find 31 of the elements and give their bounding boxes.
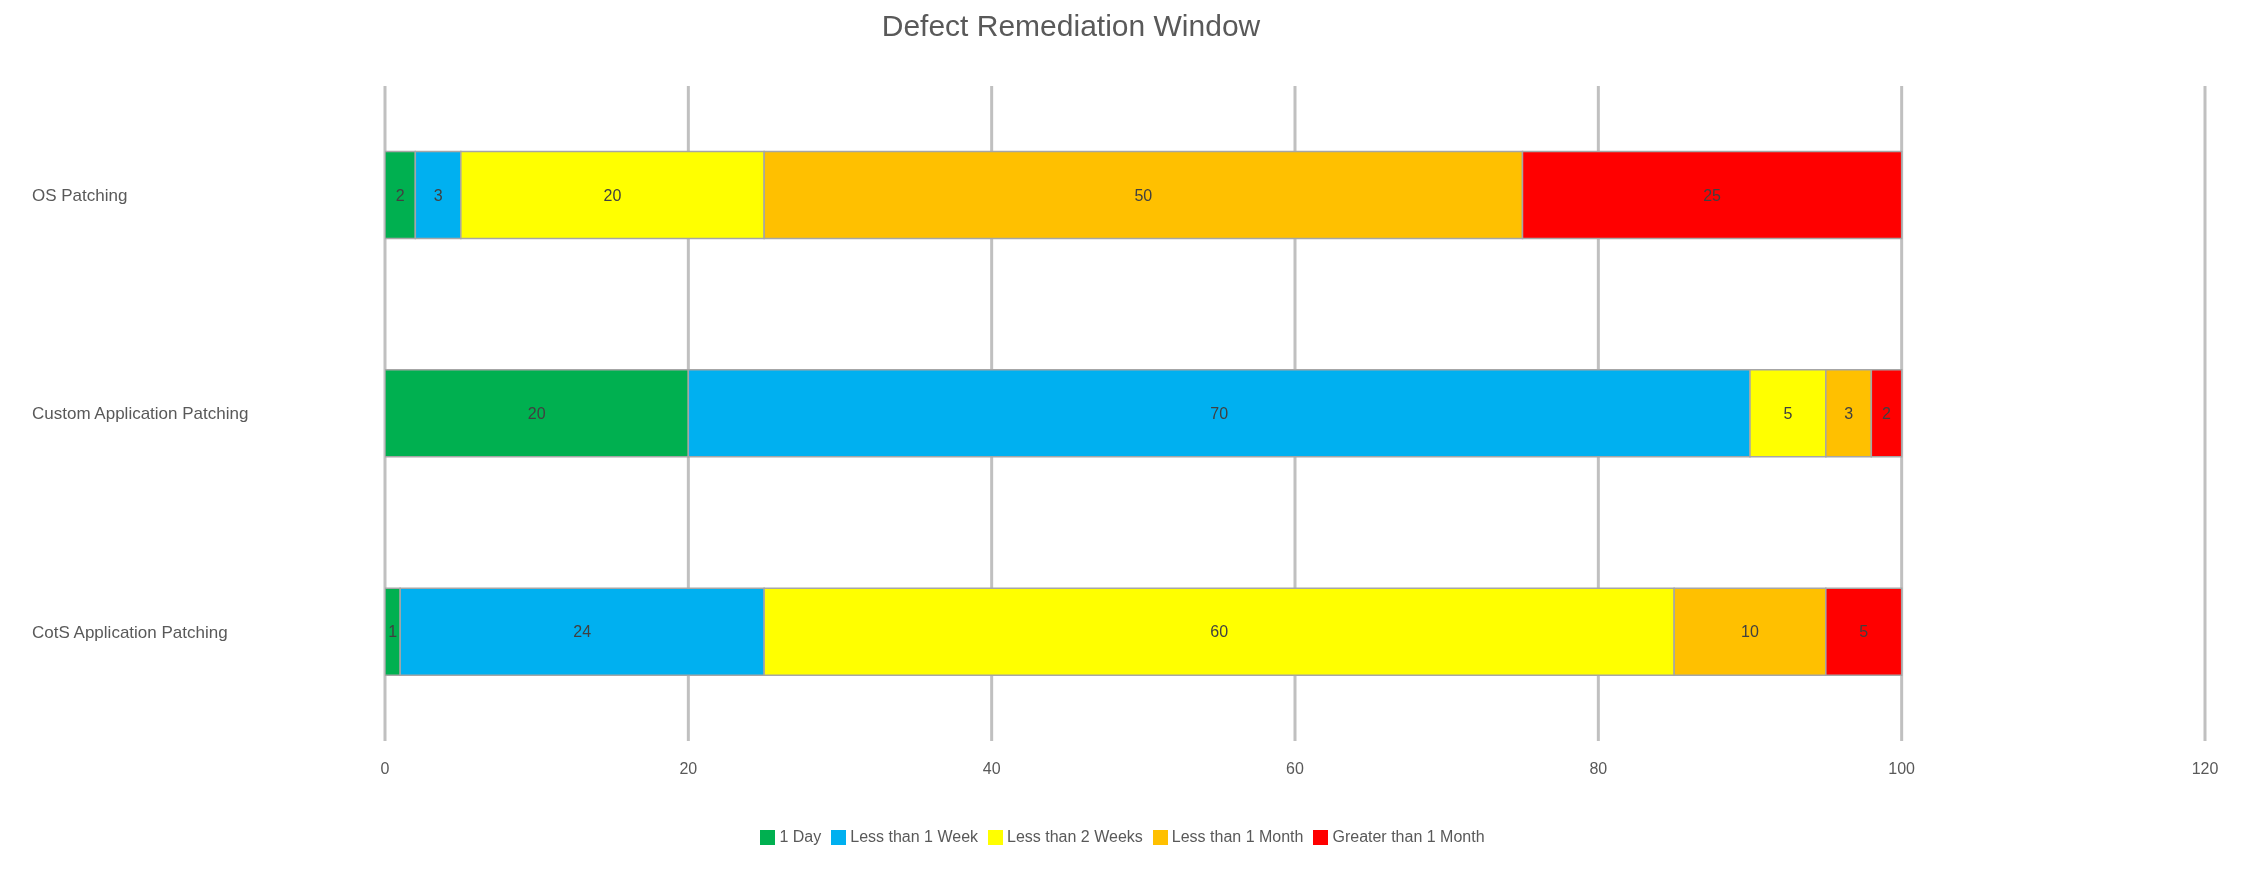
x-tick-label: 100 bbox=[1888, 760, 1916, 778]
x-tick-label: 80 bbox=[1589, 760, 1608, 778]
data-label: 5 bbox=[1859, 623, 1869, 641]
x-tick-label: 20 bbox=[679, 760, 698, 778]
x-tick-label: 0 bbox=[380, 760, 390, 778]
x-tick-label: 40 bbox=[982, 760, 1001, 778]
x-tick-label: 120 bbox=[2191, 760, 2219, 778]
data-label: 1 bbox=[388, 623, 398, 641]
data-label: 60 bbox=[1210, 623, 1229, 641]
data-label: 2 bbox=[1882, 405, 1892, 423]
data-label: 10 bbox=[1741, 623, 1759, 641]
legend-label: Less than 2 Weeks bbox=[1007, 828, 1143, 845]
data-label: 2 bbox=[395, 186, 405, 204]
legend-label: 1 Day bbox=[779, 828, 822, 845]
data-label: 25 bbox=[1703, 186, 1722, 204]
legend-label: Less than 1 Month bbox=[1171, 828, 1304, 845]
y-tick-label: OS Patching bbox=[32, 186, 128, 206]
data-label: 50 bbox=[1134, 186, 1153, 204]
x-tick-label: 60 bbox=[1286, 760, 1304, 778]
data-label: 3 bbox=[433, 186, 443, 204]
data-label: 70 bbox=[1210, 405, 1229, 423]
data-label: 24 bbox=[573, 623, 592, 641]
chart-title: Defect Remediation Window bbox=[880, 8, 1262, 44]
data-label: 3 bbox=[1844, 405, 1854, 423]
y-tick-label: CotS Application Patching bbox=[32, 622, 228, 642]
y-tick-label: Custom Application Patching bbox=[32, 404, 249, 424]
data-label: 20 bbox=[603, 186, 622, 204]
legend-label: Greater than 1 Month bbox=[1332, 828, 1485, 845]
data-label: 20 bbox=[527, 405, 546, 423]
legend-label: Less than 1 Week bbox=[850, 828, 979, 845]
data-label: 5 bbox=[1783, 405, 1793, 423]
